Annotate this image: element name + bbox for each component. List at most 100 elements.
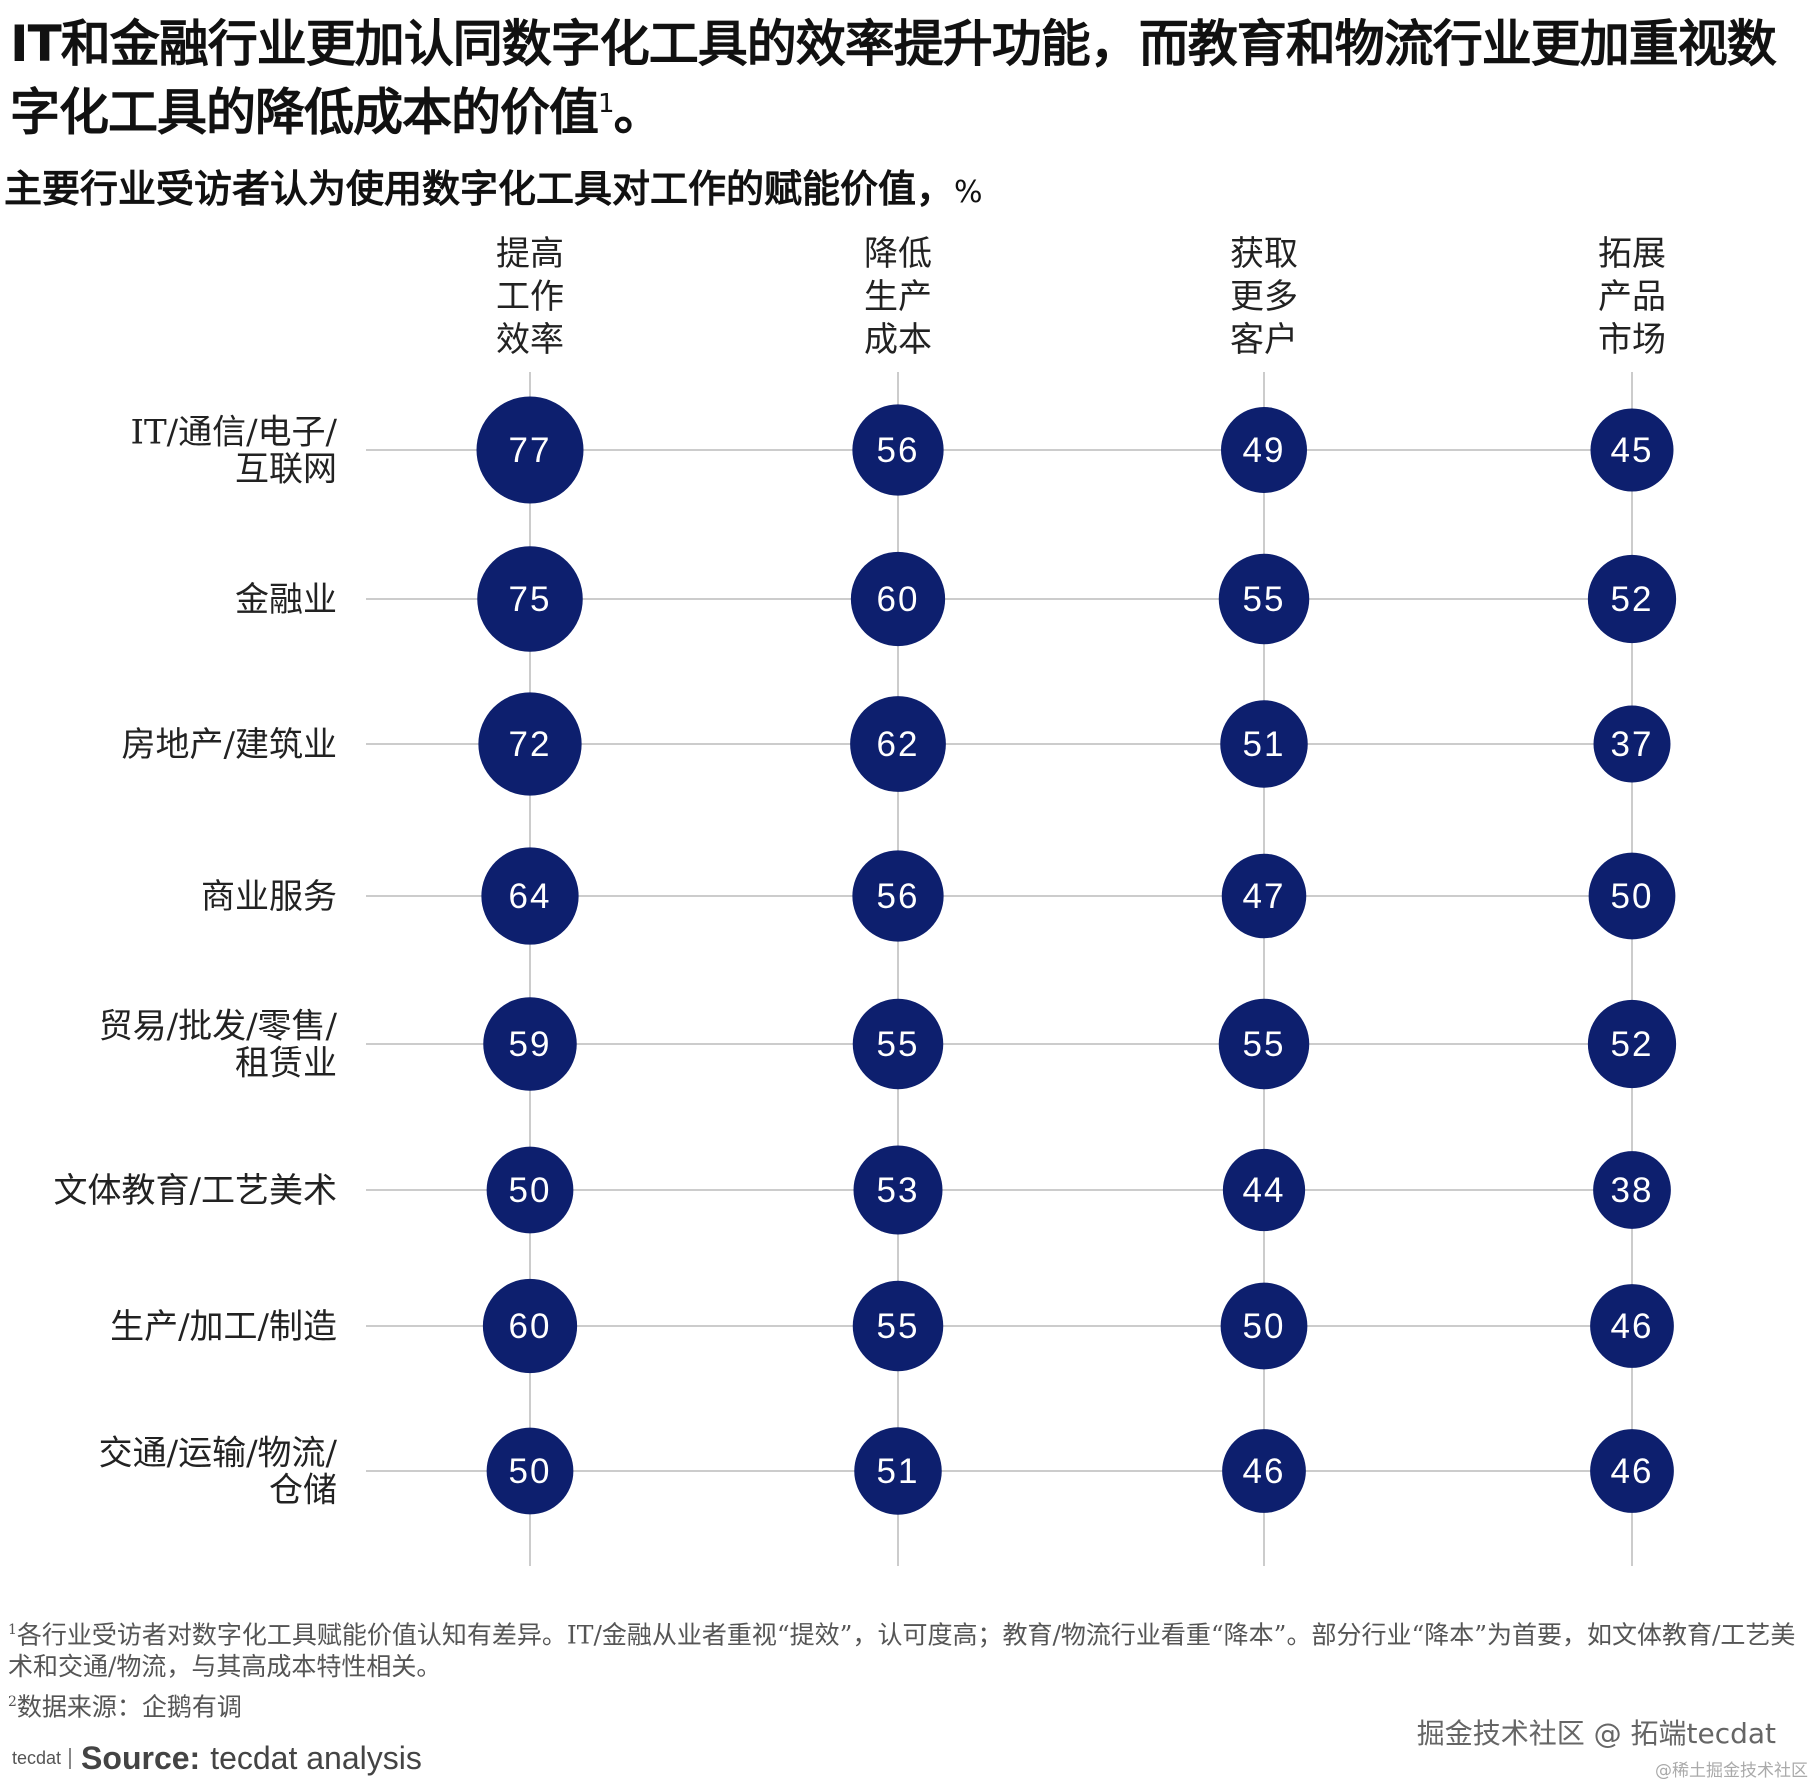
row-label: 文体教育/工艺美术 (54, 1171, 337, 1211)
value-bubble (1221, 853, 1307, 939)
value-bubble (850, 696, 946, 792)
row-label: 生产/加工/制造 (110, 1307, 337, 1347)
column-header-label: 产品 (1598, 277, 1666, 317)
row-label: 房地产/建筑业 (122, 725, 337, 765)
value-bubble (852, 850, 944, 942)
value-bubble (486, 1146, 574, 1234)
value-bubble (1590, 1284, 1674, 1368)
column-header-label: 提高 (496, 234, 564, 274)
value-label: 75 (509, 580, 552, 619)
footnote-2-marker: 2 (8, 1694, 17, 1710)
value-label: 49 (1243, 431, 1286, 470)
value-label: 44 (1243, 1171, 1286, 1210)
value-bubble (1593, 705, 1671, 783)
value-bubble (481, 847, 579, 945)
value-label: 50 (1243, 1307, 1286, 1346)
value-bubble (1220, 1282, 1308, 1370)
value-label: 38 (1611, 1171, 1654, 1210)
row-label: 交通/运输/物流/ (99, 1434, 338, 1474)
row-label: 贸易/批发/零售/ (99, 1007, 338, 1047)
value-bubble (1218, 553, 1310, 645)
value-bubble (852, 998, 944, 1090)
value-label: 45 (1611, 431, 1654, 470)
value-bubble (1222, 1148, 1306, 1232)
value-label: 52 (1611, 580, 1654, 619)
value-bubble (1222, 1429, 1306, 1513)
value-bubble (1221, 407, 1307, 493)
value-bubble (853, 1145, 943, 1235)
value-label: 55 (877, 1307, 920, 1346)
row-label: IT/通信/电子/ (131, 413, 338, 453)
source-label: Source: (81, 1740, 201, 1776)
source-text: tecdat analysis (210, 1740, 422, 1776)
value-label: 72 (509, 725, 552, 764)
title-text: IT和金融行业更加认同数字化工具的效率提升功能，而教育和物流行业更加重视数字化工… (10, 15, 1777, 142)
chart-subtitle: 主要行业受访者认为使用数字化工具对工作的赋能价值，% (4, 158, 983, 213)
column-header-label: 成本 (864, 320, 932, 360)
value-label: 62 (877, 725, 920, 764)
footnote-2-text: 数据来源：企鹅有调 (16, 1692, 242, 1722)
tecdat-logo: tecdat (12, 1748, 72, 1769)
value-bubble (478, 692, 582, 796)
watermark: 掘金技术社区 @ 拓端tecdat (1416, 1717, 1776, 1750)
value-bubble (483, 997, 577, 1091)
value-label: 51 (877, 1452, 920, 1491)
value-bubble (482, 1278, 578, 1374)
value-label: 50 (509, 1171, 552, 1210)
row-label: 租赁业 (235, 1044, 337, 1084)
column-header-label: 降低 (864, 234, 932, 274)
value-bubble (852, 404, 944, 496)
footnote-1-marker: 1 (8, 1622, 17, 1638)
title-end: 。 (613, 83, 664, 142)
value-bubble (477, 546, 583, 652)
value-label: 77 (509, 431, 552, 470)
subtitle-text: 主要行业受访者认为使用数字化工具对工作的赋能价值， (4, 167, 955, 211)
value-label: 53 (877, 1171, 920, 1210)
column-header-label: 效率 (496, 320, 564, 360)
row-label: 仓储 (269, 1471, 337, 1511)
subtitle-unit: % (954, 175, 983, 210)
value-bubble (1590, 1429, 1674, 1513)
value-label: 60 (509, 1307, 552, 1346)
value-bubble (1218, 998, 1310, 1090)
row-label: 互联网 (235, 450, 337, 490)
value-label: 37 (1611, 725, 1654, 764)
value-label: 50 (509, 1452, 552, 1491)
value-bubble (476, 396, 584, 504)
value-label: 51 (1243, 725, 1286, 764)
value-label: 55 (1243, 1025, 1286, 1064)
footnote-1-text: 各行业受访者对数字化工具赋能价值认知有差异。IT/金融从业者重视“提效”，认可度… (8, 1620, 1796, 1682)
column-header-label: 工作 (496, 277, 564, 317)
value-label: 59 (509, 1025, 552, 1064)
value-bubble (1590, 408, 1674, 492)
value-bubble (850, 551, 946, 647)
column-header-label: 市场 (1598, 320, 1666, 360)
value-bubble (486, 1427, 574, 1515)
value-label: 46 (1611, 1307, 1654, 1346)
value-label: 60 (877, 580, 920, 619)
value-label: 55 (877, 1025, 920, 1064)
value-label: 47 (1243, 877, 1286, 916)
value-bubble (1587, 554, 1677, 644)
value-bubble (1220, 700, 1308, 788)
title-footnote-ref: 1 (598, 89, 615, 119)
value-bubble (854, 1427, 942, 1515)
column-header-label: 拓展 (1598, 234, 1666, 274)
value-label: 56 (877, 431, 920, 470)
value-label: 46 (1243, 1452, 1286, 1491)
column-header-label: 获取 (1230, 234, 1298, 274)
value-label: 46 (1611, 1452, 1654, 1491)
value-label: 50 (1611, 877, 1654, 916)
value-label: 55 (1243, 580, 1286, 619)
watermark-secondary: @稀土掘金技术社区 (1655, 1761, 1808, 1781)
source-line: tecdat Source: tecdat analysis (12, 1740, 422, 1777)
value-label: 56 (877, 877, 920, 916)
value-bubble (852, 1280, 944, 1372)
footnote-1: 1各行业受访者对数字化工具赋能价值认知有差异。IT/金融从业者重视“提效”，认可… (8, 1614, 1798, 1683)
chart-title: IT和金融行业更加认同数字化工具的效率提升功能，而教育和物流行业更加重视数字化工… (10, 14, 1810, 143)
row-label: 金融业 (235, 580, 337, 620)
row-label: 商业服务 (201, 877, 337, 917)
footnote-2: 2数据来源：企鹅有调 (8, 1686, 1798, 1723)
column-header-label: 更多 (1230, 277, 1298, 317)
